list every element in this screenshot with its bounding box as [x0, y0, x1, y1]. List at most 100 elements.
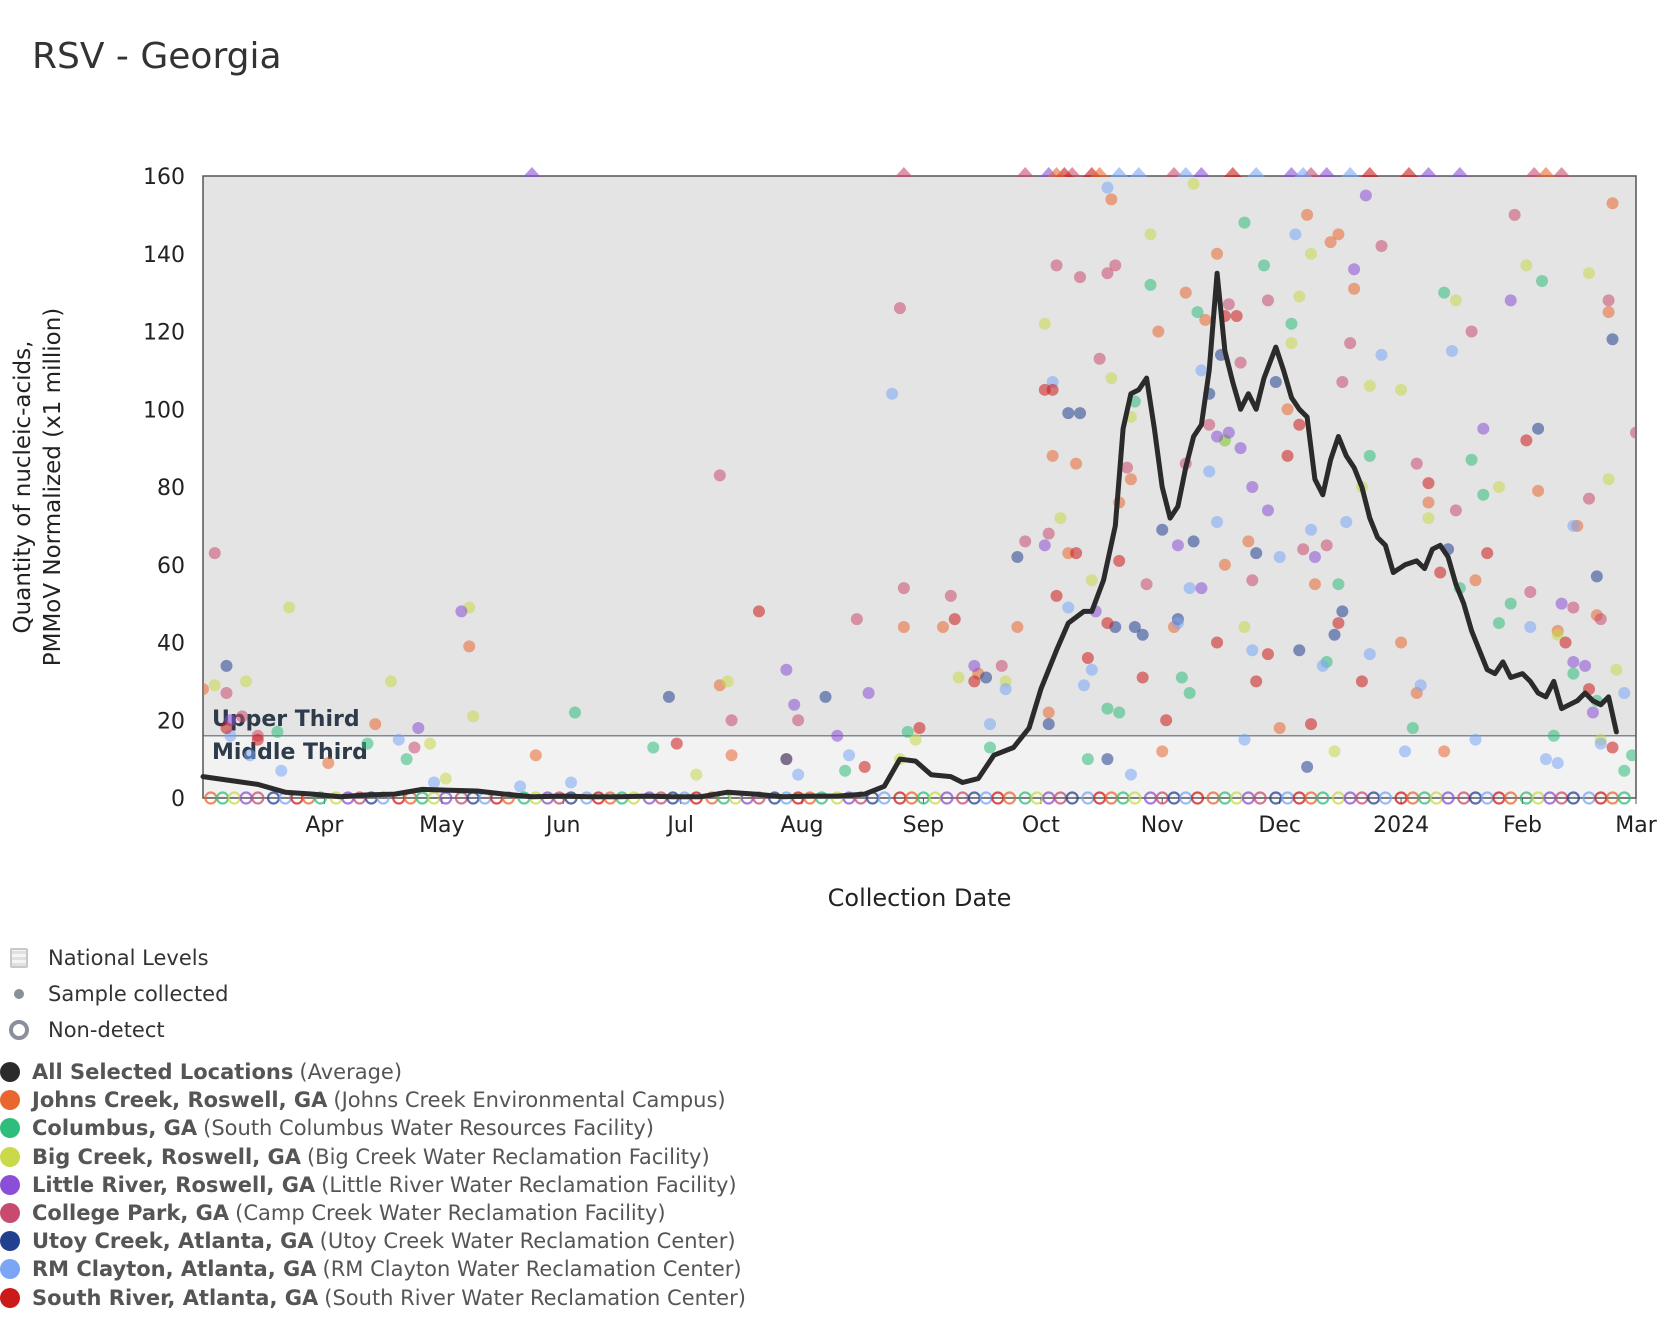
sample-point [1113, 554, 1126, 567]
sample-point [1363, 449, 1376, 462]
site-name: Big Creek, Roswell, GA [32, 1144, 301, 1169]
sample-point [1238, 216, 1251, 229]
sample-point [897, 582, 910, 595]
sample-point [1359, 189, 1372, 202]
chart: Upper Third Middle Third 0 20 40 60 80 100 120 14… [10, 165, 1658, 912]
sample-point [893, 302, 906, 315]
site-legend-item[interactable]: RM Clayton, Atlanta, GA (RM Clayton Water… [0, 1255, 746, 1283]
x-tick-label: May [419, 813, 464, 838]
sample-point [1246, 481, 1259, 493]
off-scale-marker [1360, 167, 1379, 177]
sample-point [1398, 745, 1411, 758]
sample-point [361, 737, 374, 750]
sample-point [1101, 267, 1114, 280]
sample-point [283, 601, 296, 614]
site-legend-item[interactable]: South River, Atlanta, GA (South River Wat… [0, 1284, 746, 1312]
non-detect-point [1128, 791, 1142, 805]
site-legend-item[interactable]: Utoy Creek, Atlanta, GA (Utoy Creek Water… [0, 1227, 746, 1255]
non-detect-point [1617, 791, 1631, 805]
legend-national-levels[interactable]: National Levels [8, 940, 228, 976]
sample-point [1504, 597, 1517, 610]
non-detect-point [1002, 791, 1017, 805]
sample-point [1211, 515, 1224, 528]
sample-point [725, 714, 738, 727]
sample-point [1551, 628, 1564, 641]
sample-point [1395, 383, 1408, 396]
site-legend-item[interactable]: Little River, Roswell, GA (Little River W… [0, 1171, 746, 1199]
site-legend-item[interactable]: Johns Creek, Roswell, GA (Johns Creek Env… [0, 1086, 746, 1114]
sample-point [208, 547, 221, 560]
sample-point [1336, 376, 1349, 389]
sample-point [1567, 601, 1580, 614]
x-tick-label: Jul [665, 813, 694, 838]
site-legend-item[interactable]: Columbus, GA (South Columbus Water Resour… [0, 1114, 746, 1142]
sample-point [1308, 578, 1321, 591]
band-label-upper: Upper Third [212, 707, 360, 732]
sample-point [1109, 259, 1122, 272]
sample-point [968, 675, 981, 688]
sample-point [1375, 239, 1388, 252]
sample-point [1324, 236, 1337, 249]
sample-point [1301, 208, 1314, 221]
sample-point [1492, 481, 1505, 493]
sample-point [1434, 566, 1447, 579]
sample-point [1332, 617, 1345, 630]
sample-point [1046, 449, 1059, 462]
sample-point [647, 741, 660, 754]
site-legend-item[interactable]: College Park, GA (Camp Creek Water Reclam… [0, 1199, 746, 1227]
y-tick-label: 120 [143, 321, 185, 346]
sample-point [831, 729, 844, 742]
non-detect-point [1566, 791, 1580, 805]
x-tick-label: Aug [781, 813, 824, 838]
y-tick-label: 60 [157, 554, 185, 579]
sample-point [1183, 582, 1196, 595]
non-detect-point [1504, 791, 1518, 805]
sample-point [1410, 457, 1423, 470]
sample-point [1238, 620, 1251, 633]
sample-point [1618, 764, 1631, 777]
non-detect-point [940, 791, 954, 805]
site-legend-item[interactable]: Big Creek, Roswell, GA (Big Creek Water R… [0, 1143, 746, 1171]
sample-point [1042, 706, 1055, 719]
sample-point [1340, 515, 1353, 528]
y-axis-title-line: Quantity of nucleic-acids, [10, 341, 36, 634]
sample-point [843, 749, 856, 762]
sample-point [909, 733, 922, 746]
site-name: All Selected Locations [32, 1060, 294, 1085]
sample-point [1081, 753, 1094, 766]
sample-point [1093, 352, 1106, 365]
sample-point [1273, 722, 1286, 735]
site-color-dot-icon [0, 1287, 20, 1308]
sample-point [1101, 617, 1114, 630]
sample-point [725, 749, 738, 762]
sample-point [1285, 337, 1298, 350]
sample-point [1606, 333, 1619, 346]
sample-point [1140, 578, 1153, 591]
site-facility: (Utoy Creek Water Reclamation Center) [319, 1229, 736, 1254]
site-facility: (Little River Water Reclamation Facility… [321, 1172, 737, 1197]
sample-point [1524, 620, 1537, 633]
sample-point [780, 663, 793, 676]
sample-point [568, 706, 581, 719]
sample-point [1590, 570, 1603, 583]
sample-point [1297, 543, 1310, 556]
sample-point [1536, 274, 1549, 287]
off-scale-marker [1341, 167, 1360, 177]
sample-point [897, 620, 910, 633]
x-tick-label: 2024 [1373, 813, 1429, 838]
average-line [200, 270, 1619, 800]
site-color-dot-icon [0, 1259, 20, 1280]
off-scale-marker [1552, 167, 1571, 177]
sample-point [1050, 259, 1063, 272]
sample-point [1144, 278, 1157, 291]
site-legend-item[interactable]: All Selected Locations (Average) [0, 1058, 746, 1086]
sample-point [1316, 659, 1329, 672]
sample-dot-icon [14, 989, 24, 999]
sample-point [1250, 675, 1263, 688]
legend-non-detect: Non-detect [8, 1012, 228, 1048]
sample-point [1105, 372, 1118, 385]
sample-point [662, 690, 675, 703]
sample-point [983, 741, 996, 754]
off-scale-marker [1129, 167, 1148, 177]
sample-point [1179, 286, 1192, 299]
